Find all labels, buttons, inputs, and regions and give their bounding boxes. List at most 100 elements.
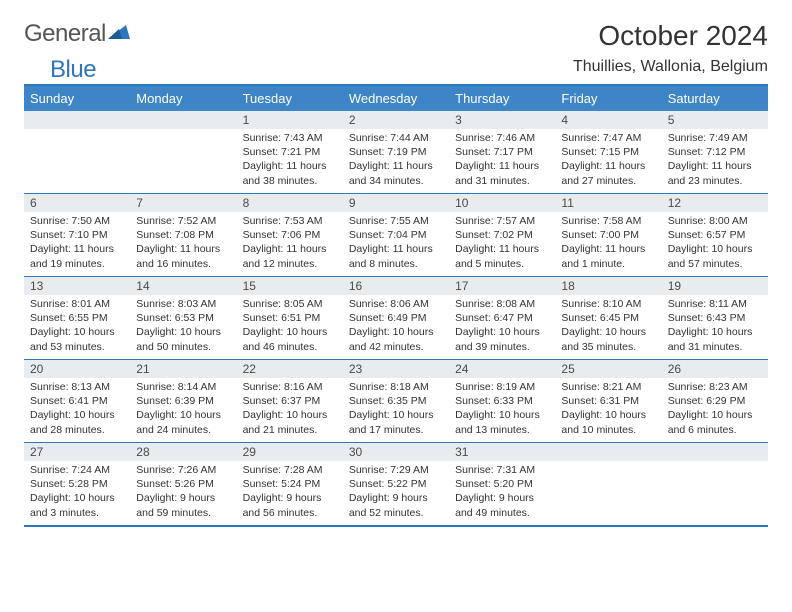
page-root: General October 2024 Blue Thuillies, Wal… <box>0 0 792 547</box>
sunrise-text: Sunrise: 8:21 AM <box>561 380 655 394</box>
sunset-text: Sunset: 6:41 PM <box>30 394 124 408</box>
sunset-text: Sunset: 7:17 PM <box>455 145 549 159</box>
cell-body: Sunrise: 7:29 AMSunset: 5:22 PMDaylight:… <box>343 461 449 524</box>
cell-body: Sunrise: 8:18 AMSunset: 6:35 PMDaylight:… <box>343 378 449 441</box>
daylight-text: Daylight: 11 hours and 5 minutes. <box>455 242 549 270</box>
calendar-cell: 12Sunrise: 8:00 AMSunset: 6:57 PMDayligh… <box>662 194 768 276</box>
calendar-cell: 3Sunrise: 7:46 AMSunset: 7:17 PMDaylight… <box>449 111 555 193</box>
daylight-text: Daylight: 11 hours and 27 minutes. <box>561 159 655 187</box>
sunset-text: Sunset: 6:39 PM <box>136 394 230 408</box>
sunrise-text: Sunrise: 8:16 AM <box>243 380 337 394</box>
calendar-cell: 29Sunrise: 7:28 AMSunset: 5:24 PMDayligh… <box>237 443 343 525</box>
day-number <box>24 111 130 129</box>
daylight-text: Daylight: 10 hours and 10 minutes. <box>561 408 655 436</box>
sunrise-text: Sunrise: 7:44 AM <box>349 131 443 145</box>
calendar-cell: 24Sunrise: 8:19 AMSunset: 6:33 PMDayligh… <box>449 360 555 442</box>
sunset-text: Sunset: 7:04 PM <box>349 228 443 242</box>
daylight-text: Daylight: 10 hours and 46 minutes. <box>243 325 337 353</box>
sunset-text: Sunset: 6:43 PM <box>668 311 762 325</box>
dayname-mon: Monday <box>130 86 236 111</box>
cell-body: Sunrise: 7:49 AMSunset: 7:12 PMDaylight:… <box>662 129 768 192</box>
cell-body: Sunrise: 7:24 AMSunset: 5:28 PMDaylight:… <box>24 461 130 524</box>
day-number: 6 <box>24 194 130 212</box>
calendar-cell: 11Sunrise: 7:58 AMSunset: 7:00 PMDayligh… <box>555 194 661 276</box>
sunrise-text: Sunrise: 8:18 AM <box>349 380 443 394</box>
calendar-cell: 25Sunrise: 8:21 AMSunset: 6:31 PMDayligh… <box>555 360 661 442</box>
daylight-text: Daylight: 10 hours and 13 minutes. <box>455 408 549 436</box>
sunrise-text: Sunrise: 8:19 AM <box>455 380 549 394</box>
sunrise-text: Sunrise: 8:06 AM <box>349 297 443 311</box>
cell-body: Sunrise: 7:31 AMSunset: 5:20 PMDaylight:… <box>449 461 555 524</box>
sunset-text: Sunset: 6:35 PM <box>349 394 443 408</box>
day-number: 19 <box>662 277 768 295</box>
cell-body: Sunrise: 8:21 AMSunset: 6:31 PMDaylight:… <box>555 378 661 441</box>
daylight-text: Daylight: 10 hours and 6 minutes. <box>668 408 762 436</box>
sunrise-text: Sunrise: 7:52 AM <box>136 214 230 228</box>
location-text: Thuillies, Wallonia, Belgium <box>573 58 768 76</box>
sunrise-text: Sunrise: 7:24 AM <box>30 463 124 477</box>
daylight-text: Daylight: 10 hours and 53 minutes. <box>30 325 124 353</box>
cell-body: Sunrise: 7:50 AMSunset: 7:10 PMDaylight:… <box>24 212 130 275</box>
sunrise-text: Sunrise: 7:53 AM <box>243 214 337 228</box>
dayname-wed: Wednesday <box>343 86 449 111</box>
header-row: General October 2024 <box>24 20 768 52</box>
cell-body: Sunrise: 8:00 AMSunset: 6:57 PMDaylight:… <box>662 212 768 275</box>
calendar-cell: 5Sunrise: 7:49 AMSunset: 7:12 PMDaylight… <box>662 111 768 193</box>
calendar-cell: 21Sunrise: 8:14 AMSunset: 6:39 PMDayligh… <box>130 360 236 442</box>
sunrise-text: Sunrise: 7:55 AM <box>349 214 443 228</box>
daylight-text: Daylight: 11 hours and 19 minutes. <box>30 242 124 270</box>
day-number: 11 <box>555 194 661 212</box>
sunrise-text: Sunrise: 8:01 AM <box>30 297 124 311</box>
calendar-cell: 17Sunrise: 8:08 AMSunset: 6:47 PMDayligh… <box>449 277 555 359</box>
dayname-fri: Friday <box>555 86 661 111</box>
calendar-cell: 19Sunrise: 8:11 AMSunset: 6:43 PMDayligh… <box>662 277 768 359</box>
sunset-text: Sunset: 6:57 PM <box>668 228 762 242</box>
page-title: October 2024 <box>598 20 768 52</box>
sunrise-text: Sunrise: 8:03 AM <box>136 297 230 311</box>
day-number <box>555 443 661 461</box>
sunrise-text: Sunrise: 7:49 AM <box>668 131 762 145</box>
cell-body: Sunrise: 8:10 AMSunset: 6:45 PMDaylight:… <box>555 295 661 358</box>
calendar-cell: 31Sunrise: 7:31 AMSunset: 5:20 PMDayligh… <box>449 443 555 525</box>
sunset-text: Sunset: 5:28 PM <box>30 477 124 491</box>
sunrise-text: Sunrise: 8:13 AM <box>30 380 124 394</box>
cell-body: Sunrise: 7:57 AMSunset: 7:02 PMDaylight:… <box>449 212 555 275</box>
daylight-text: Daylight: 10 hours and 57 minutes. <box>668 242 762 270</box>
sunrise-text: Sunrise: 7:43 AM <box>243 131 337 145</box>
day-number: 20 <box>24 360 130 378</box>
daylight-text: Daylight: 11 hours and 23 minutes. <box>668 159 762 187</box>
cell-body: Sunrise: 8:03 AMSunset: 6:53 PMDaylight:… <box>130 295 236 358</box>
sunset-text: Sunset: 7:15 PM <box>561 145 655 159</box>
daylight-text: Daylight: 10 hours and 31 minutes. <box>668 325 762 353</box>
daylight-text: Daylight: 10 hours and 42 minutes. <box>349 325 443 353</box>
day-number: 30 <box>343 443 449 461</box>
sunset-text: Sunset: 6:45 PM <box>561 311 655 325</box>
day-number <box>662 443 768 461</box>
dayname-tue: Tuesday <box>237 86 343 111</box>
cell-body: Sunrise: 7:43 AMSunset: 7:21 PMDaylight:… <box>237 129 343 192</box>
day-number: 18 <box>555 277 661 295</box>
day-number: 12 <box>662 194 768 212</box>
week-row: 1Sunrise: 7:43 AMSunset: 7:21 PMDaylight… <box>24 111 768 194</box>
sunset-text: Sunset: 6:37 PM <box>243 394 337 408</box>
cell-body: Sunrise: 7:55 AMSunset: 7:04 PMDaylight:… <box>343 212 449 275</box>
cell-body: Sunrise: 8:19 AMSunset: 6:33 PMDaylight:… <box>449 378 555 441</box>
calendar-cell: 18Sunrise: 8:10 AMSunset: 6:45 PMDayligh… <box>555 277 661 359</box>
day-number: 29 <box>237 443 343 461</box>
calendar-cell: 20Sunrise: 8:13 AMSunset: 6:41 PMDayligh… <box>24 360 130 442</box>
day-number: 3 <box>449 111 555 129</box>
sunset-text: Sunset: 7:02 PM <box>455 228 549 242</box>
day-number: 5 <box>662 111 768 129</box>
sunset-text: Sunset: 7:12 PM <box>668 145 762 159</box>
sunset-text: Sunset: 5:22 PM <box>349 477 443 491</box>
cell-body: Sunrise: 8:06 AMSunset: 6:49 PMDaylight:… <box>343 295 449 358</box>
day-number: 28 <box>130 443 236 461</box>
cell-body: Sunrise: 8:16 AMSunset: 6:37 PMDaylight:… <box>237 378 343 441</box>
sunrise-text: Sunrise: 8:08 AM <box>455 297 549 311</box>
daylight-text: Daylight: 11 hours and 1 minute. <box>561 242 655 270</box>
daylight-text: Daylight: 9 hours and 59 minutes. <box>136 491 230 519</box>
daylight-text: Daylight: 11 hours and 38 minutes. <box>243 159 337 187</box>
sunset-text: Sunset: 6:29 PM <box>668 394 762 408</box>
day-number: 21 <box>130 360 236 378</box>
cell-body: Sunrise: 8:05 AMSunset: 6:51 PMDaylight:… <box>237 295 343 358</box>
